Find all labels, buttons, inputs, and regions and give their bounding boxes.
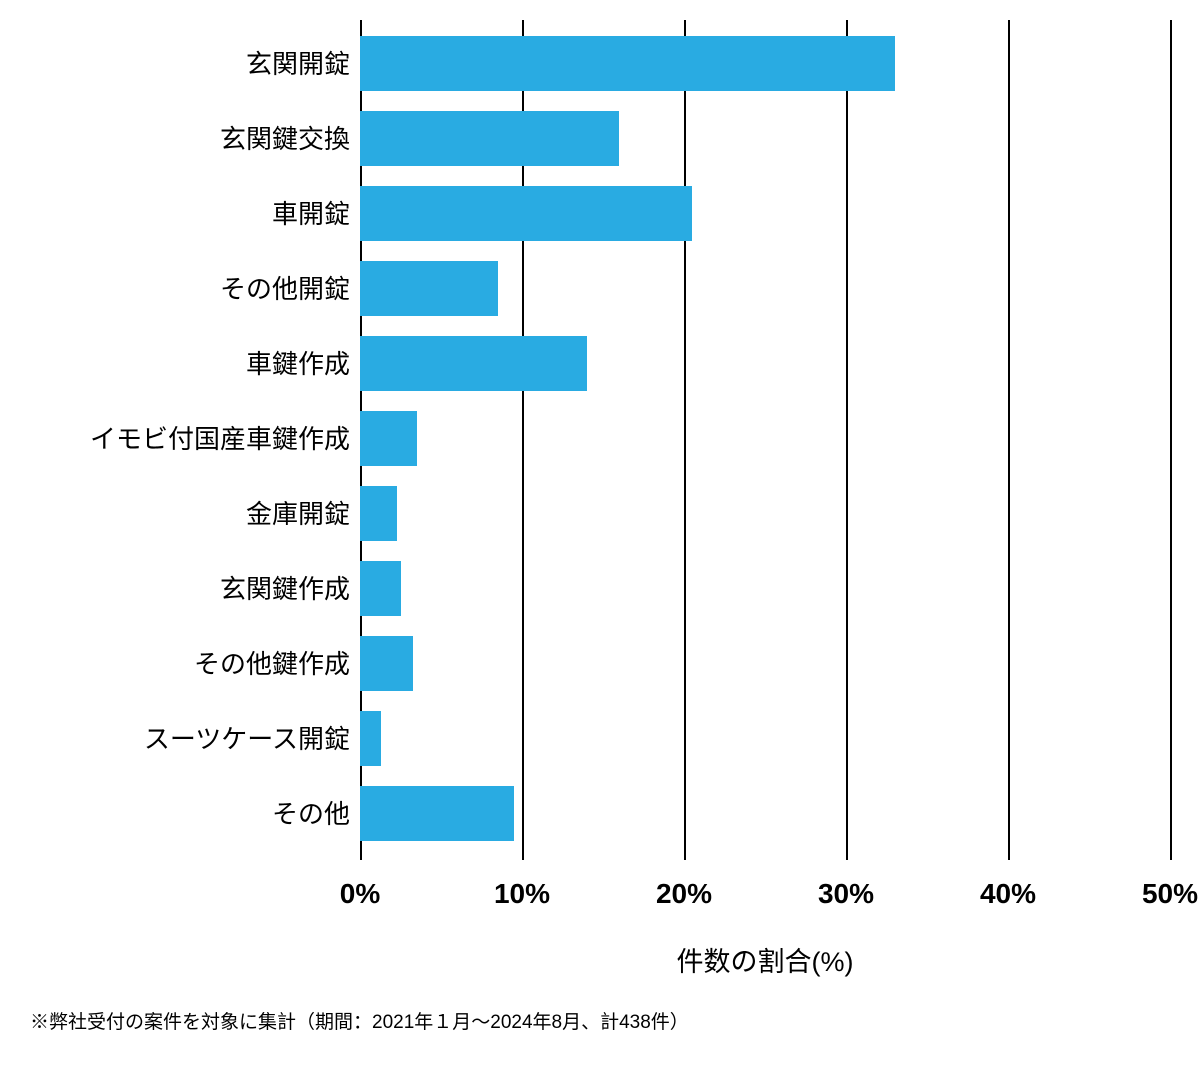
gridline: [684, 20, 686, 860]
bar: [360, 261, 498, 316]
y-category-label: その他: [30, 801, 350, 827]
y-category-label: 玄関開錠: [30, 51, 350, 77]
bar: [360, 561, 401, 616]
bar: [360, 36, 895, 91]
y-category-label: 玄関鍵交換: [30, 126, 350, 152]
gridline: [846, 20, 848, 860]
bar: [360, 636, 413, 691]
plot-area: [360, 20, 1170, 860]
y-category-label: 金庫開錠: [30, 501, 350, 527]
y-category-label: イモビ付国産車鍵作成: [30, 426, 350, 452]
chart-container: 0%10%20%30%40%50%玄関開錠玄関鍵交換車開錠その他開錠車鍵作成イモ…: [30, 10, 1180, 910]
y-category-label: 車鍵作成: [30, 351, 350, 377]
footnote-text: ※弊社受付の案件を対象に集計（期間：2021年１月〜2024年8月、計438件）: [30, 1007, 689, 1034]
y-category-label: 玄関鍵作成: [30, 576, 350, 602]
x-tick-label: 0%: [340, 878, 380, 910]
bar: [360, 111, 619, 166]
bar: [360, 186, 692, 241]
x-tick-label: 40%: [980, 878, 1036, 910]
gridline: [1170, 20, 1172, 860]
bar: [360, 411, 417, 466]
y-category-label: スーツケース開錠: [30, 726, 350, 752]
x-axis-title: 件数の割合(%): [677, 940, 854, 979]
x-tick-label: 10%: [494, 878, 550, 910]
x-tick-label: 20%: [656, 878, 712, 910]
bar: [360, 336, 587, 391]
y-category-label: 車開錠: [30, 201, 350, 227]
bar: [360, 486, 397, 541]
x-tick-label: 50%: [1142, 878, 1198, 910]
bar: [360, 711, 381, 766]
bar: [360, 786, 514, 841]
y-category-label: その他鍵作成: [30, 651, 350, 677]
y-category-label: その他開錠: [30, 276, 350, 302]
x-tick-label: 30%: [818, 878, 874, 910]
gridline: [1008, 20, 1010, 860]
